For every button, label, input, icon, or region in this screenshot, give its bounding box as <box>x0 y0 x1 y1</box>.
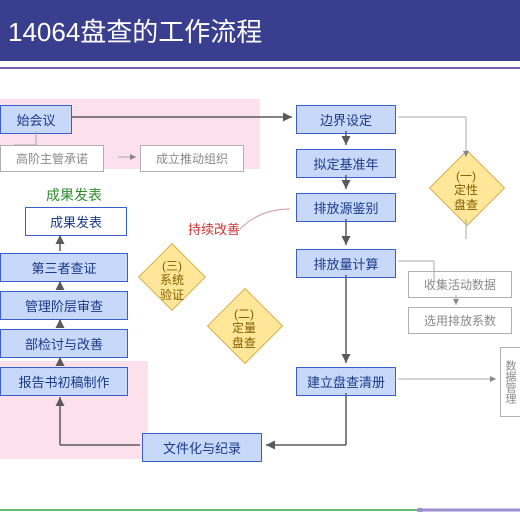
node-emission-calc: 排放量计算 <box>296 249 396 278</box>
node-results: 成果发表 <box>25 207 127 236</box>
node-source-id: 排放源鉴别 <box>296 193 396 222</box>
node-mgmt-review: 管理阶层审查 <box>0 291 128 320</box>
node-internal-review: 部检讨与改善 <box>0 329 128 358</box>
diamond-3-text: (三)系统验证 <box>142 259 202 302</box>
node-select-factor: 选用排放系数 <box>408 307 512 334</box>
label-results-publish: 成果发表 <box>46 185 102 205</box>
node-data-mgmt: 数据管理 <box>500 347 520 417</box>
node-documentation: 文件化与纪录 <box>142 433 262 462</box>
diamond-2-text: (二)定量盘查 <box>214 307 274 350</box>
node-exec-commit: 高阶主管承诺 <box>0 145 104 172</box>
diamond-1-text: (一)定性盘查 <box>436 169 496 212</box>
node-third-party: 第三者查证 <box>0 253 128 282</box>
node-start-meeting: 始会议 <box>0 105 72 134</box>
node-build-inventory: 建立盘查清册 <box>296 367 396 396</box>
label-continuous-improve: 持续改善 <box>188 219 240 238</box>
node-form-team: 成立推动组织 <box>140 145 244 172</box>
node-collect-data: 收集活动数据 <box>408 271 512 298</box>
footer-decoration <box>0 508 520 512</box>
flowchart-canvas: 始会议 高阶主管承诺 成立推动组织 边界设定 拟定基准年 排放源鉴别 排放量计算… <box>0 69 520 519</box>
page-title: 14064盘查的工作流程 <box>0 0 520 61</box>
node-draft-report: 报告书初稿制作 <box>0 367 128 396</box>
node-base-year: 拟定基准年 <box>296 149 396 178</box>
node-boundary: 边界设定 <box>296 105 396 134</box>
